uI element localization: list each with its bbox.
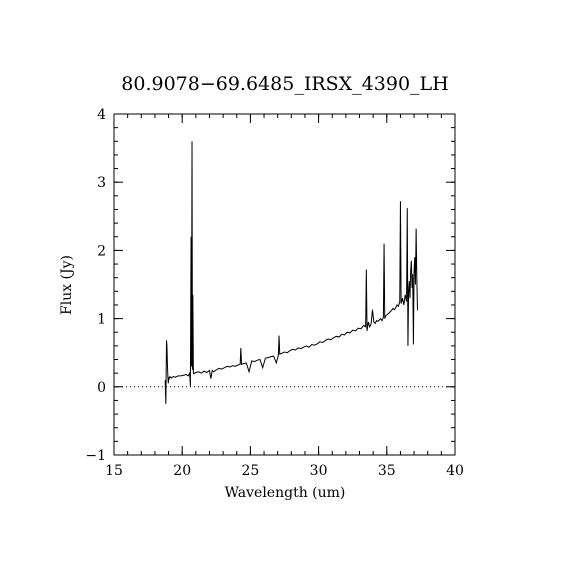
x-tick-label: 25 <box>241 463 259 479</box>
y-tick-label: −1 <box>85 448 106 464</box>
tick-labels: 15 20 25 30 35 40 −1 0 1 2 3 4 <box>85 107 464 479</box>
chart-title: 80.9078−69.6485_IRSX_4390_LH <box>121 73 448 95</box>
y-tick-label: 4 <box>97 107 106 123</box>
x-tick-label: 40 <box>446 463 464 479</box>
minor-ticks <box>113 113 456 456</box>
y-tick-label: 1 <box>97 312 106 328</box>
plot-frame <box>113 113 456 456</box>
spectrum-line <box>164 141 418 404</box>
x-tick-label: 15 <box>105 463 123 479</box>
x-tick-label: 20 <box>173 463 191 479</box>
y-axis-label: Flux (Jy) <box>59 255 75 315</box>
major-ticks <box>113 113 456 456</box>
y-tick-label: 3 <box>97 175 106 191</box>
x-tick-label: 35 <box>378 463 396 479</box>
y-tick-label: 0 <box>97 380 106 396</box>
y-tick-label: 2 <box>97 243 106 259</box>
x-tick-label: 30 <box>310 463 328 479</box>
x-axis-label: Wavelength (um) <box>225 485 346 501</box>
